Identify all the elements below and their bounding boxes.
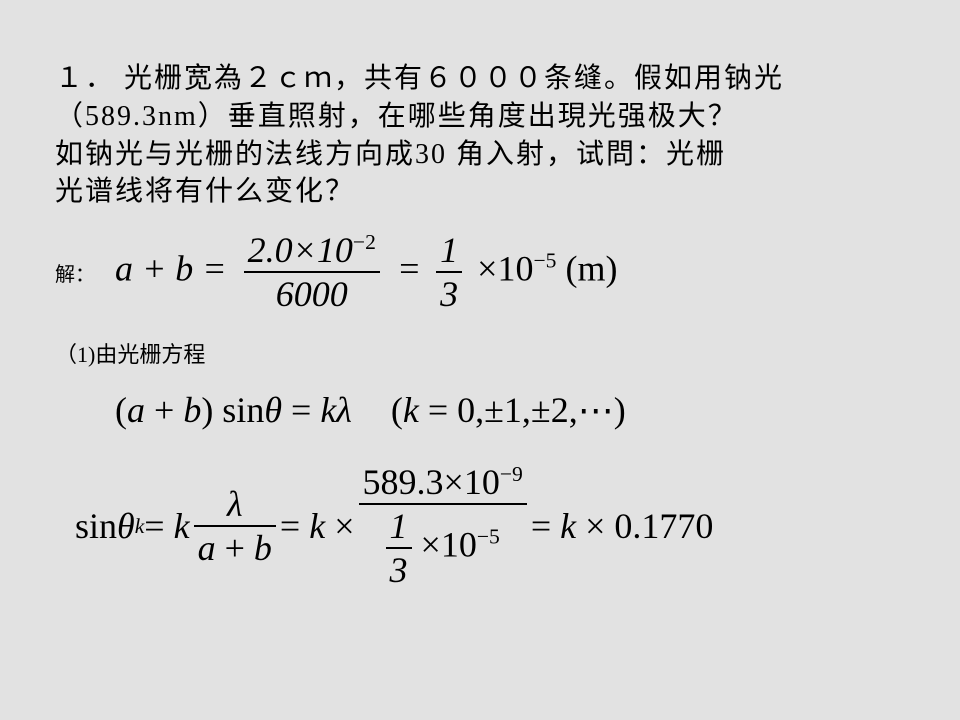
problem-text: １． 光栅宽為２ｃｍ，共有６０００条缝。假如用钠光 （589.3nm）垂直照射，…: [55, 60, 920, 211]
equation-sin-theta-k: sinθk = k λ a + b = k × 589.3×10−9 1 3 ×…: [75, 461, 920, 591]
part1-label: （1)由光栅方程: [55, 337, 920, 369]
eq1-frac2: 1 3: [436, 229, 462, 315]
eq3-frac1: λ a + b: [194, 483, 276, 569]
answer-label: 解：: [55, 258, 95, 287]
eq1-mid: =: [397, 248, 421, 288]
problem-line-2: （589.3nm）垂直照射，在哪些角度出現光强极大？: [55, 98, 920, 136]
problem-line-3: 如钠光与光栅的法线方向成30 角入射，试問：光栅: [55, 136, 920, 174]
eq1-lhs: a + b =: [115, 248, 227, 288]
problem-line-4: 光谱线将有什么变化？: [55, 173, 920, 211]
eq1-frac1: 2.0×10−2 6000: [244, 229, 380, 315]
problem-line-1: １． 光栅宽為２ｃｍ，共有６０００条缝。假如用钠光: [55, 60, 920, 98]
equation-grating: ((a + b) sina + b) sinθ = kλ (k = 0,±1,±…: [115, 389, 920, 431]
equation-grating-constant: a + b = 2.0×10−2 6000 = 1 3 ×10−5 (m): [115, 229, 617, 315]
eq3-frac2: 589.3×10−9 1 3 ×10−5: [359, 461, 527, 591]
